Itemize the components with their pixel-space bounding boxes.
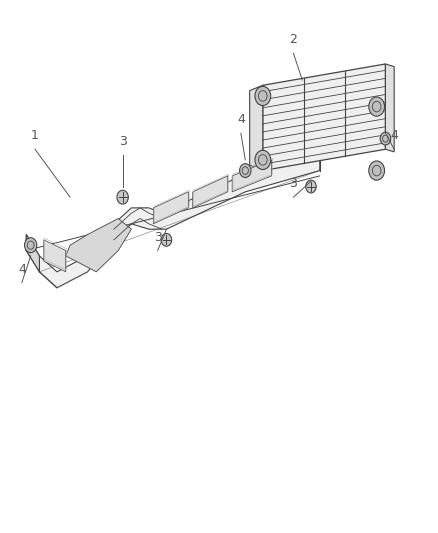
Circle shape [306,180,316,193]
Circle shape [161,233,172,246]
Polygon shape [193,176,228,208]
Polygon shape [232,160,272,192]
Circle shape [25,238,37,253]
Text: 3: 3 [154,231,162,244]
Polygon shape [44,240,66,272]
Circle shape [369,97,385,116]
Polygon shape [26,235,39,272]
Text: 3: 3 [119,135,127,148]
Text: 3: 3 [290,177,297,190]
Text: 2: 2 [290,34,297,46]
Polygon shape [263,64,385,171]
Text: 1: 1 [31,130,39,142]
Circle shape [255,86,271,106]
Polygon shape [66,219,131,272]
Text: 4: 4 [18,263,26,276]
Circle shape [369,161,385,180]
Circle shape [380,132,391,145]
Circle shape [117,190,128,204]
Circle shape [240,164,251,177]
Polygon shape [153,192,188,224]
Polygon shape [250,85,263,171]
Circle shape [255,150,271,169]
Text: 4: 4 [390,130,398,142]
Text: 4: 4 [237,114,245,126]
Polygon shape [385,64,394,152]
Polygon shape [26,149,320,288]
